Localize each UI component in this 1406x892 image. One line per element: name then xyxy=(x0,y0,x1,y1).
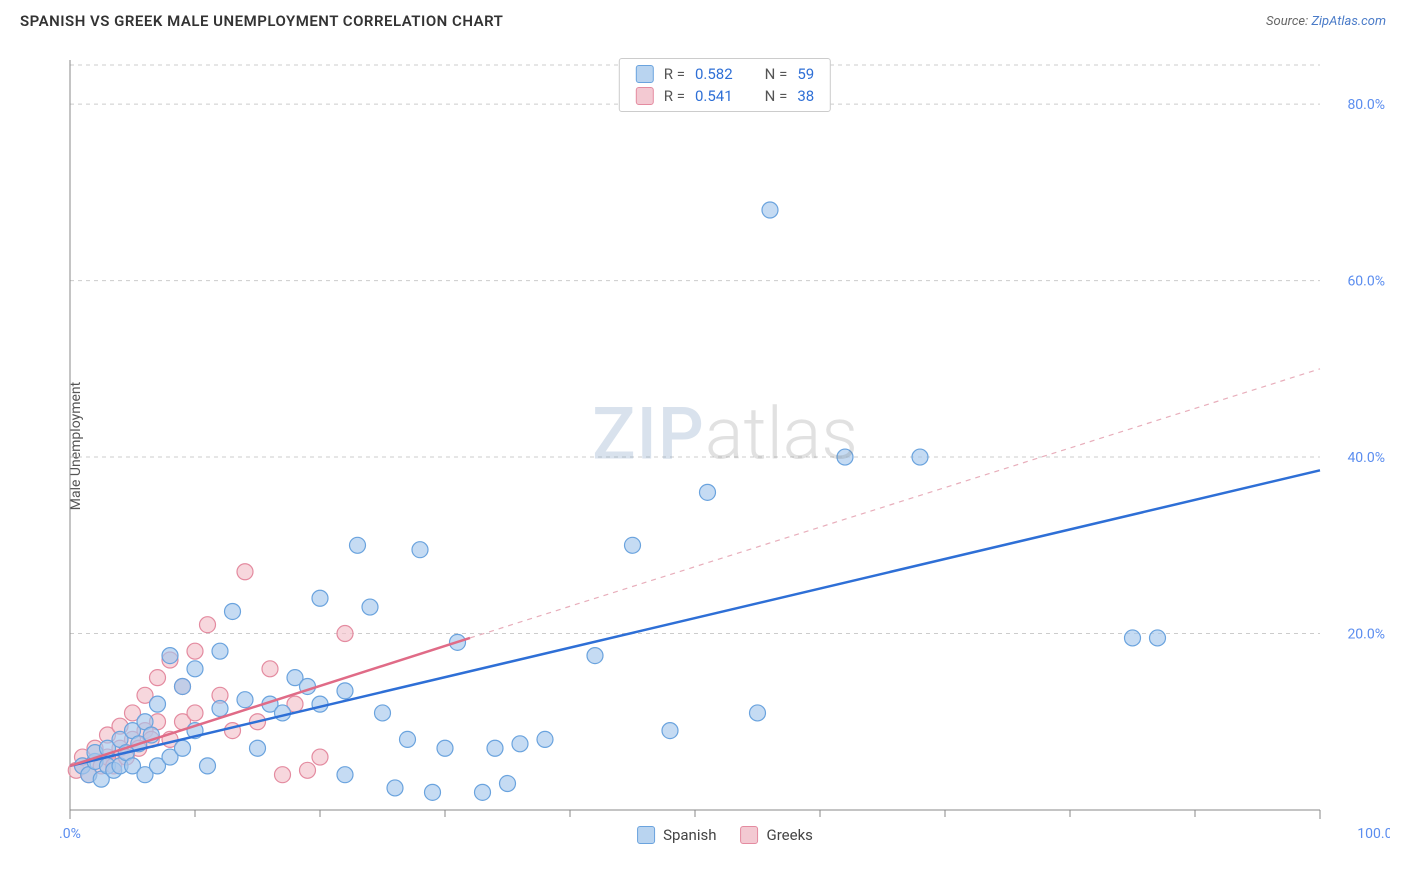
legend-stats: R = 0.582 N = 59 R = 0.541 N = 38 xyxy=(619,58,831,112)
source-link[interactable]: ZipAtlas.com xyxy=(1311,14,1386,29)
source-prefix: Source: xyxy=(1266,14,1311,29)
n-value: 38 xyxy=(797,87,814,105)
legend-label: Greeks xyxy=(767,826,813,844)
chart-title: SPANISH VS GREEK MALE UNEMPLOYMENT CORRE… xyxy=(20,12,503,30)
legend-series: Spanish Greeks xyxy=(637,826,813,844)
legend-stats-row: R = 0.541 N = 38 xyxy=(620,85,830,107)
svg-text:0.0%: 0.0% xyxy=(60,826,81,842)
svg-text:40.0%: 40.0% xyxy=(1347,450,1385,466)
chart-header: SPANISH VS GREEK MALE UNEMPLOYMENT CORRE… xyxy=(0,0,1406,38)
n-label: N = xyxy=(765,87,788,105)
r-label: R = xyxy=(664,87,685,105)
r-label: R = xyxy=(664,65,685,83)
r-value: 0.541 xyxy=(695,87,733,105)
scatter-chart: 20.0% 40.0% 60.0% 80.0% 0.0% 100.0% xyxy=(60,50,1390,850)
svg-text:20.0%: 20.0% xyxy=(1347,627,1385,643)
legend-swatch xyxy=(637,826,655,844)
legend-stats-row: R = 0.582 N = 59 xyxy=(620,63,830,85)
chart-container: 20.0%40.0%60.0%80.0%0.0%100.0% ZIPatlas … xyxy=(60,50,1390,850)
legend-swatch xyxy=(741,826,759,844)
n-label: N = xyxy=(765,65,788,83)
legend-item: Greeks xyxy=(741,826,813,844)
svg-text:60.0%: 60.0% xyxy=(1347,274,1385,290)
legend-swatch xyxy=(636,65,654,83)
svg-text:80.0%: 80.0% xyxy=(1347,97,1385,113)
r-value: 0.582 xyxy=(695,65,733,83)
legend-label: Spanish xyxy=(663,826,716,844)
legend-item: Spanish xyxy=(637,826,716,844)
legend-swatch xyxy=(636,87,654,105)
n-value: 59 xyxy=(797,65,814,83)
svg-text:100.0%: 100.0% xyxy=(1357,826,1390,842)
source-credit: Source: ZipAtlas.com xyxy=(1266,14,1386,29)
